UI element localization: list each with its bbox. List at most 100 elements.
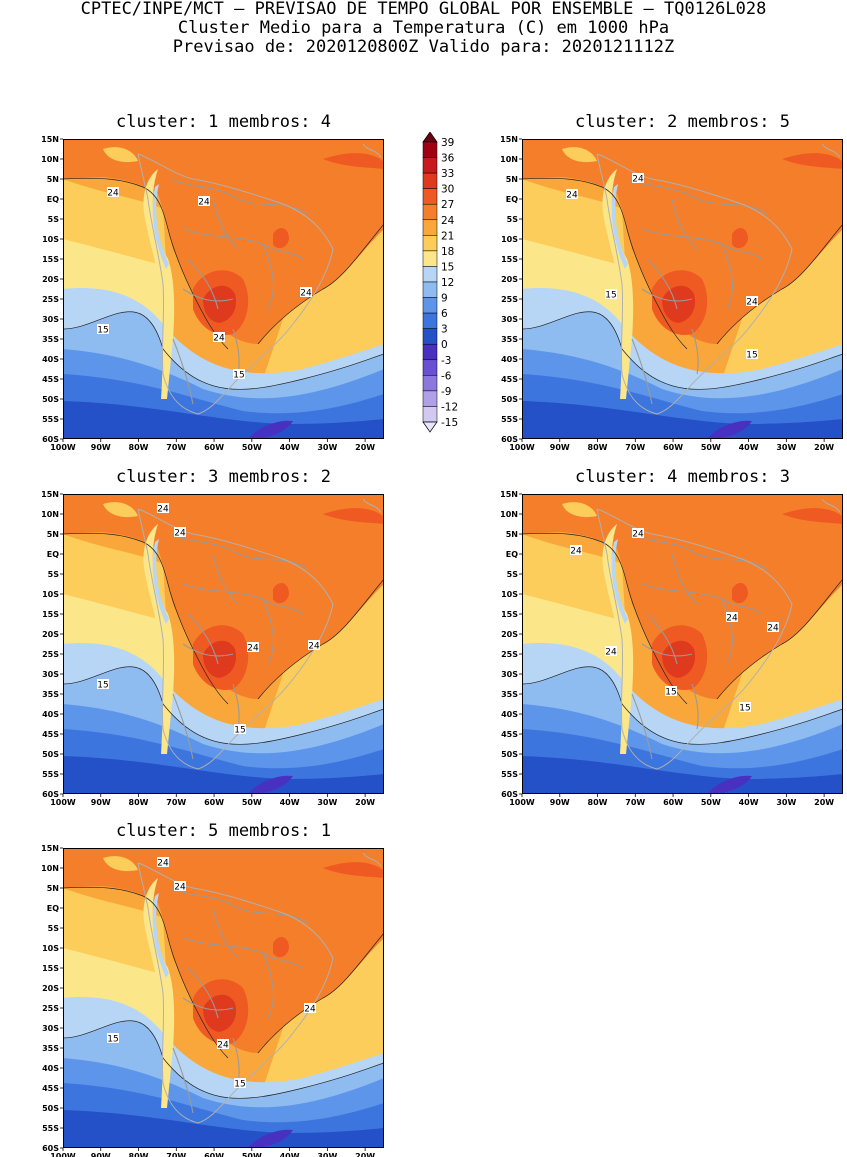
y-tick-label: 15S bbox=[501, 610, 518, 619]
contour-label: 24 bbox=[726, 612, 738, 624]
contour-label: 24 bbox=[570, 545, 582, 557]
y-tick-label: EQ bbox=[506, 195, 518, 204]
y-tick-label: 10N bbox=[500, 510, 518, 519]
svg-text:15: 15 bbox=[234, 726, 245, 736]
contour-label: 24 bbox=[107, 187, 119, 199]
y-tick-label: 55S bbox=[501, 415, 518, 424]
colorbar-swatch bbox=[422, 219, 438, 236]
contour-label: 24 bbox=[174, 527, 186, 539]
contour-label: 24 bbox=[174, 881, 186, 893]
svg-text:24: 24 bbox=[198, 198, 210, 208]
svg-text:24: 24 bbox=[247, 644, 259, 654]
colorbar-label: 24 bbox=[441, 215, 455, 227]
contour-label: 15 bbox=[233, 369, 245, 381]
x-tick-label: 100W bbox=[50, 443, 76, 452]
x-tick-label: 60W bbox=[663, 443, 683, 452]
colorbar-swatch bbox=[422, 328, 438, 345]
x-tick-label: 50W bbox=[242, 1152, 262, 1157]
x-tick-label: 60W bbox=[204, 798, 224, 807]
x-tick-label: 20W bbox=[814, 798, 834, 807]
y-tick-label: 50S bbox=[501, 395, 518, 404]
svg-text:24: 24 bbox=[304, 1005, 316, 1015]
y-tick-label: 15S bbox=[42, 610, 59, 619]
y-tick-label: 15S bbox=[42, 964, 59, 973]
y-tick-label: 35S bbox=[42, 1044, 59, 1053]
x-tick-label: 100W bbox=[50, 798, 76, 807]
colorbar-label: 39 bbox=[441, 137, 454, 149]
y-tick-label: 40S bbox=[501, 355, 518, 364]
contour-label: 15 bbox=[97, 324, 109, 336]
svg-text:15: 15 bbox=[97, 326, 108, 336]
svg-text:24: 24 bbox=[570, 547, 582, 557]
colorbar-label: -6 bbox=[441, 370, 452, 382]
colorbar-label: 21 bbox=[441, 230, 454, 242]
panel-title: cluster: 3 membros: 2 bbox=[116, 467, 331, 487]
y-tick-label: 50S bbox=[501, 750, 518, 759]
y-tick-label: 45S bbox=[501, 730, 518, 739]
svg-text:24: 24 bbox=[217, 1041, 229, 1051]
y-tick-label: EQ bbox=[47, 904, 59, 913]
x-tick-label: 30W bbox=[776, 798, 796, 807]
y-tick-label: 30S bbox=[42, 670, 59, 679]
contour-label: 24 bbox=[566, 189, 578, 201]
y-tick-label: 35S bbox=[42, 335, 59, 344]
y-tick-label: 15N bbox=[41, 844, 59, 853]
x-tick-label: 40W bbox=[280, 1152, 300, 1157]
y-tick-label: 25S bbox=[42, 650, 59, 659]
svg-text:24: 24 bbox=[746, 298, 758, 308]
colorbar-label: 30 bbox=[441, 184, 454, 196]
y-tick-label: 5S bbox=[48, 570, 60, 579]
colorbar-swatch bbox=[422, 312, 438, 329]
y-tick-label: 10N bbox=[41, 155, 59, 164]
cluster-map-5: 24 24 24 24 15 15 15N 10N 5N EQ 5S 10S 15S 20S 25S 30S 3… bbox=[41, 844, 384, 1157]
y-tick-label: 45S bbox=[42, 730, 59, 739]
x-tick-label: 20W bbox=[355, 1152, 375, 1157]
x-tick-label: 90W bbox=[91, 1152, 111, 1157]
y-tick-label: 5N bbox=[47, 884, 59, 893]
y-tick-label: EQ bbox=[506, 550, 518, 559]
colorbar-swatch bbox=[422, 141, 438, 158]
x-tick-label: 40W bbox=[280, 443, 300, 452]
header-line-3: Previsao de: 2020120800Z Valido para: 20… bbox=[172, 37, 675, 57]
cluster-map-2: 24 24 24 15 15 15N 10N 5N EQ 5S 10S 15S 20S 25S 30S 35S… bbox=[500, 135, 843, 452]
x-tick-label: 70W bbox=[166, 443, 186, 452]
y-tick-label: 15N bbox=[500, 135, 518, 144]
y-tick-label: 5N bbox=[47, 530, 59, 539]
panel-title: cluster: 4 membros: 3 bbox=[575, 467, 790, 487]
colorbar-label: 33 bbox=[441, 168, 454, 180]
contour-label: 24 bbox=[304, 1003, 316, 1015]
y-tick-label: 55S bbox=[42, 1124, 59, 1133]
x-tick-label: 90W bbox=[91, 798, 111, 807]
svg-text:24: 24 bbox=[767, 624, 779, 634]
y-tick-label: 45S bbox=[42, 1084, 59, 1093]
colorbar-swatch bbox=[422, 281, 438, 298]
colorbar-bottom-arrow bbox=[422, 421, 438, 433]
colorbar-label: 9 bbox=[441, 293, 448, 305]
y-tick-label: 25S bbox=[42, 1004, 59, 1013]
x-tick-label: 80W bbox=[588, 443, 608, 452]
contour-label: 24 bbox=[308, 640, 320, 652]
y-tick-label: 15S bbox=[501, 255, 518, 264]
colorbar-swatch bbox=[422, 250, 438, 267]
y-tick-label: 40S bbox=[501, 710, 518, 719]
x-tick-label: 70W bbox=[166, 798, 186, 807]
x-tick-label: 20W bbox=[355, 443, 375, 452]
x-tick-label: 70W bbox=[625, 798, 645, 807]
colorbar-label: 36 bbox=[441, 153, 455, 165]
svg-text:24: 24 bbox=[300, 289, 312, 299]
header-line-2: Cluster Medio para a Temperatura (C) em … bbox=[177, 18, 670, 38]
contour-label: 15 bbox=[739, 702, 751, 714]
colorbar-label: 6 bbox=[441, 308, 448, 320]
y-tick-label: 15N bbox=[41, 490, 59, 499]
x-tick-label: 30W bbox=[317, 1152, 337, 1157]
y-tick-label: 60S bbox=[42, 435, 59, 444]
y-tick-label: 50S bbox=[42, 750, 59, 759]
svg-text:24: 24 bbox=[632, 530, 644, 540]
contour-label: 24 bbox=[632, 173, 644, 185]
y-tick-label: 10S bbox=[42, 235, 59, 244]
colorbar-swatch bbox=[422, 406, 438, 423]
y-tick-label: 15N bbox=[41, 135, 59, 144]
y-tick-label: 35S bbox=[501, 690, 518, 699]
svg-text:15: 15 bbox=[665, 688, 676, 698]
svg-text:15: 15 bbox=[746, 351, 757, 361]
